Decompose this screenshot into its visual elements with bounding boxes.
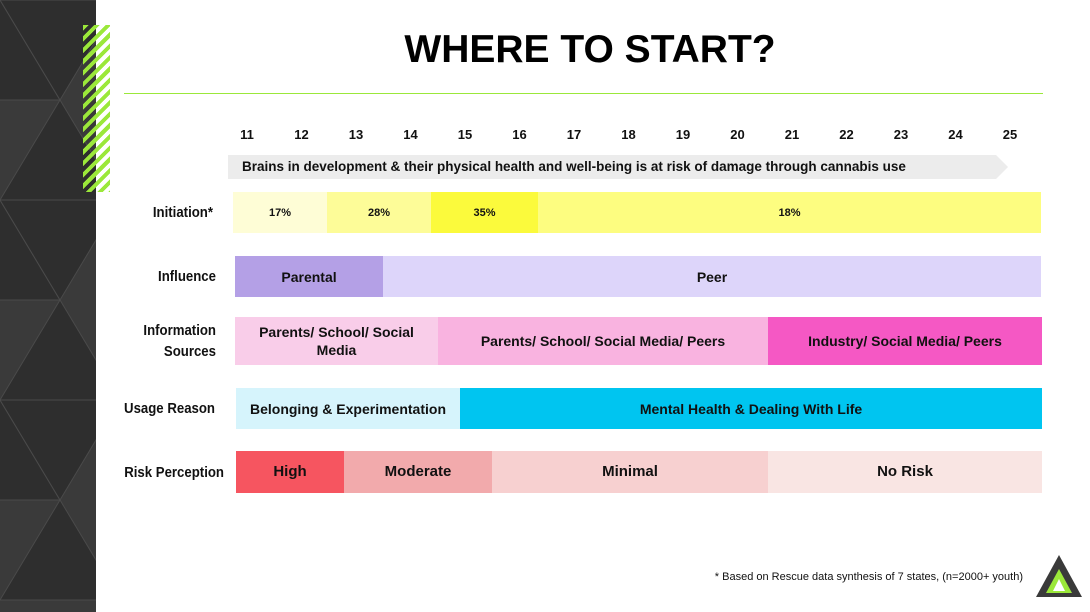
age-label: 11 <box>240 127 254 142</box>
segment: 35% <box>431 192 538 233</box>
segment: Belonging & Experimentation <box>236 388 460 429</box>
age-label: 23 <box>893 127 909 142</box>
age-label: 19 <box>675 127 691 142</box>
segment: Parents/ School/ Social Media/ Peers <box>438 317 768 365</box>
age-label: 21 <box>784 127 800 142</box>
segment: Minimal <box>492 451 768 493</box>
age-label: 24 <box>948 127 963 142</box>
row-label: Usage Reason <box>124 400 215 417</box>
row-label: Information Sources <box>143 322 216 360</box>
side-panel <box>0 0 96 612</box>
footnote: * Based on Rescue data synthesis of 7 st… <box>714 571 1023 583</box>
segment: Parents/ School/ Social Media <box>235 317 438 365</box>
segment: No Risk <box>768 451 1042 493</box>
age-label: 14 <box>403 127 418 142</box>
segment: Mental Health & Dealing With Life <box>460 388 1042 429</box>
segment: 18% <box>538 192 1041 233</box>
segment: 17% <box>233 192 327 233</box>
age-label: 13 <box>348 127 364 142</box>
segment: 28% <box>327 192 431 233</box>
row-label: Influence <box>158 268 216 285</box>
age-label: 15 <box>457 127 473 142</box>
row-label: Risk Perception <box>124 463 224 481</box>
segment: Parental <box>235 256 383 297</box>
age-label: 25 <box>1002 127 1018 142</box>
banner-text: Brains in development & their physical h… <box>242 159 906 174</box>
age-label: 16 <box>512 127 527 142</box>
age-label: 17 <box>566 127 582 142</box>
age-label: 18 <box>621 127 636 142</box>
title: WHERE TO START? <box>404 28 776 71</box>
segment: Industry/ Social Media/ Peers <box>768 317 1042 365</box>
divider <box>124 93 1043 94</box>
logo <box>1036 555 1082 597</box>
age-label: 12 <box>294 127 309 142</box>
row-label: Initiation* <box>152 204 213 221</box>
stripe-accent <box>83 25 110 192</box>
banner-arrow <box>228 155 1008 179</box>
segment: High <box>236 451 344 493</box>
age-label: 22 <box>839 127 854 142</box>
segment: Peer <box>383 256 1041 297</box>
age-label: 20 <box>730 127 745 142</box>
segment: Moderate <box>344 451 492 493</box>
